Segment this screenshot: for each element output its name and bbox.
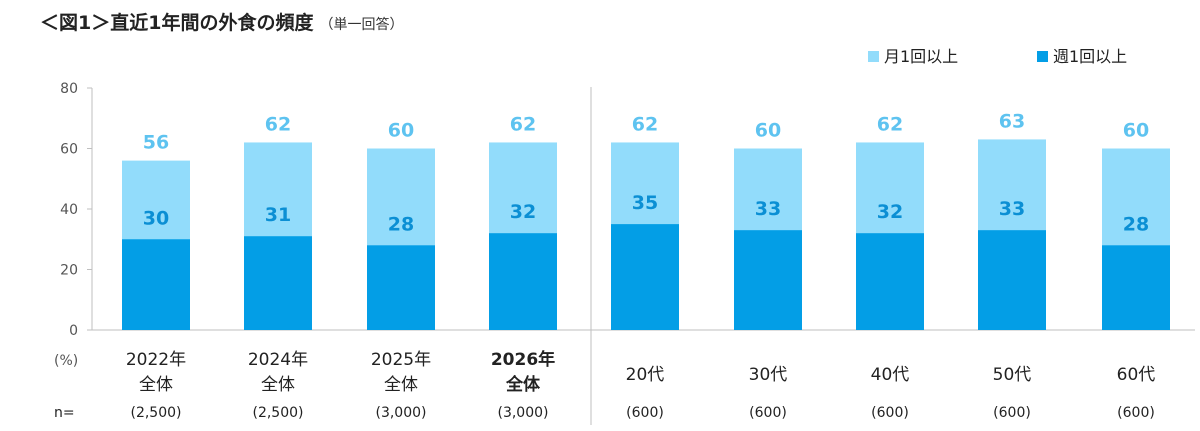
legend-swatch [1037, 51, 1048, 62]
unit-label: (%) [54, 353, 78, 369]
legend-label: 月1回以上 [884, 47, 958, 66]
sample-size-label: (3,000) [375, 405, 426, 421]
value-label-weekly: 32 [877, 201, 903, 223]
value-label-weekly: 30 [143, 207, 169, 229]
sample-size-label: (600) [993, 405, 1031, 421]
value-label-weekly: 35 [632, 192, 658, 214]
value-label-weekly: 33 [999, 198, 1025, 220]
category-label: 40代 [871, 365, 910, 385]
legend-swatch [868, 51, 879, 62]
sample-size-label: (600) [1117, 405, 1155, 421]
value-label-monthly: 63 [999, 110, 1025, 132]
value-label-weekly: 31 [265, 204, 291, 226]
y-tick-label: 20 [60, 263, 78, 279]
sample-size-label: (600) [626, 405, 664, 421]
bar-weekly [611, 224, 679, 330]
sample-size-label: (600) [749, 405, 787, 421]
value-label-weekly: 32 [510, 201, 536, 223]
y-tick-label: 0 [69, 323, 78, 339]
bar-weekly [244, 236, 312, 330]
bar-weekly [367, 245, 435, 330]
bar-weekly [978, 230, 1046, 330]
category-label: 20代 [626, 365, 665, 385]
value-label-monthly: 60 [388, 120, 414, 142]
category-label: 30代 [749, 365, 788, 385]
value-label-monthly: 56 [143, 132, 169, 154]
bar-weekly [856, 233, 924, 330]
sample-size-label: (3,000) [497, 405, 548, 421]
value-label-monthly: 62 [877, 113, 903, 135]
chart-subtitle: （単一回答） [319, 17, 404, 33]
category-label: 全体 [139, 375, 173, 395]
bar-weekly [489, 233, 557, 330]
n-prefix-label: n= [54, 405, 75, 421]
y-tick-label: 60 [60, 142, 78, 158]
value-label-weekly: 33 [755, 198, 781, 220]
category-label: 全体 [505, 374, 541, 395]
chart-title: ＜図1＞直近1年間の外食の頻度 [40, 12, 314, 34]
value-label-weekly: 28 [1123, 213, 1149, 235]
value-label-monthly: 60 [1123, 120, 1149, 142]
category-label: 60代 [1117, 365, 1156, 385]
value-label-monthly: 62 [510, 113, 536, 135]
bar-weekly [122, 239, 190, 330]
legend-label: 週1回以上 [1053, 47, 1127, 66]
sample-size-label: (2,500) [252, 405, 303, 421]
category-label: 2025年 [371, 350, 431, 370]
category-label: 全体 [384, 375, 418, 395]
category-label: 2026年 [491, 349, 555, 370]
sample-size-label: (2,500) [130, 405, 181, 421]
y-tick-label: 40 [60, 202, 78, 218]
value-label-monthly: 62 [265, 113, 291, 135]
category-label: 2024年 [248, 350, 308, 370]
value-label-monthly: 60 [755, 120, 781, 142]
bar-weekly [734, 230, 802, 330]
value-label-monthly: 62 [632, 113, 658, 135]
category-label: 50代 [993, 365, 1032, 385]
chart-title-block: ＜図1＞直近1年間の外食の頻度 （単一回答） [40, 8, 403, 35]
sample-size-label: (600) [871, 405, 909, 421]
bar-weekly [1102, 245, 1170, 330]
y-tick-label: 80 [60, 81, 78, 97]
category-label: 全体 [261, 375, 295, 395]
value-label-weekly: 28 [388, 213, 414, 235]
category-label: 2022年 [126, 350, 186, 370]
